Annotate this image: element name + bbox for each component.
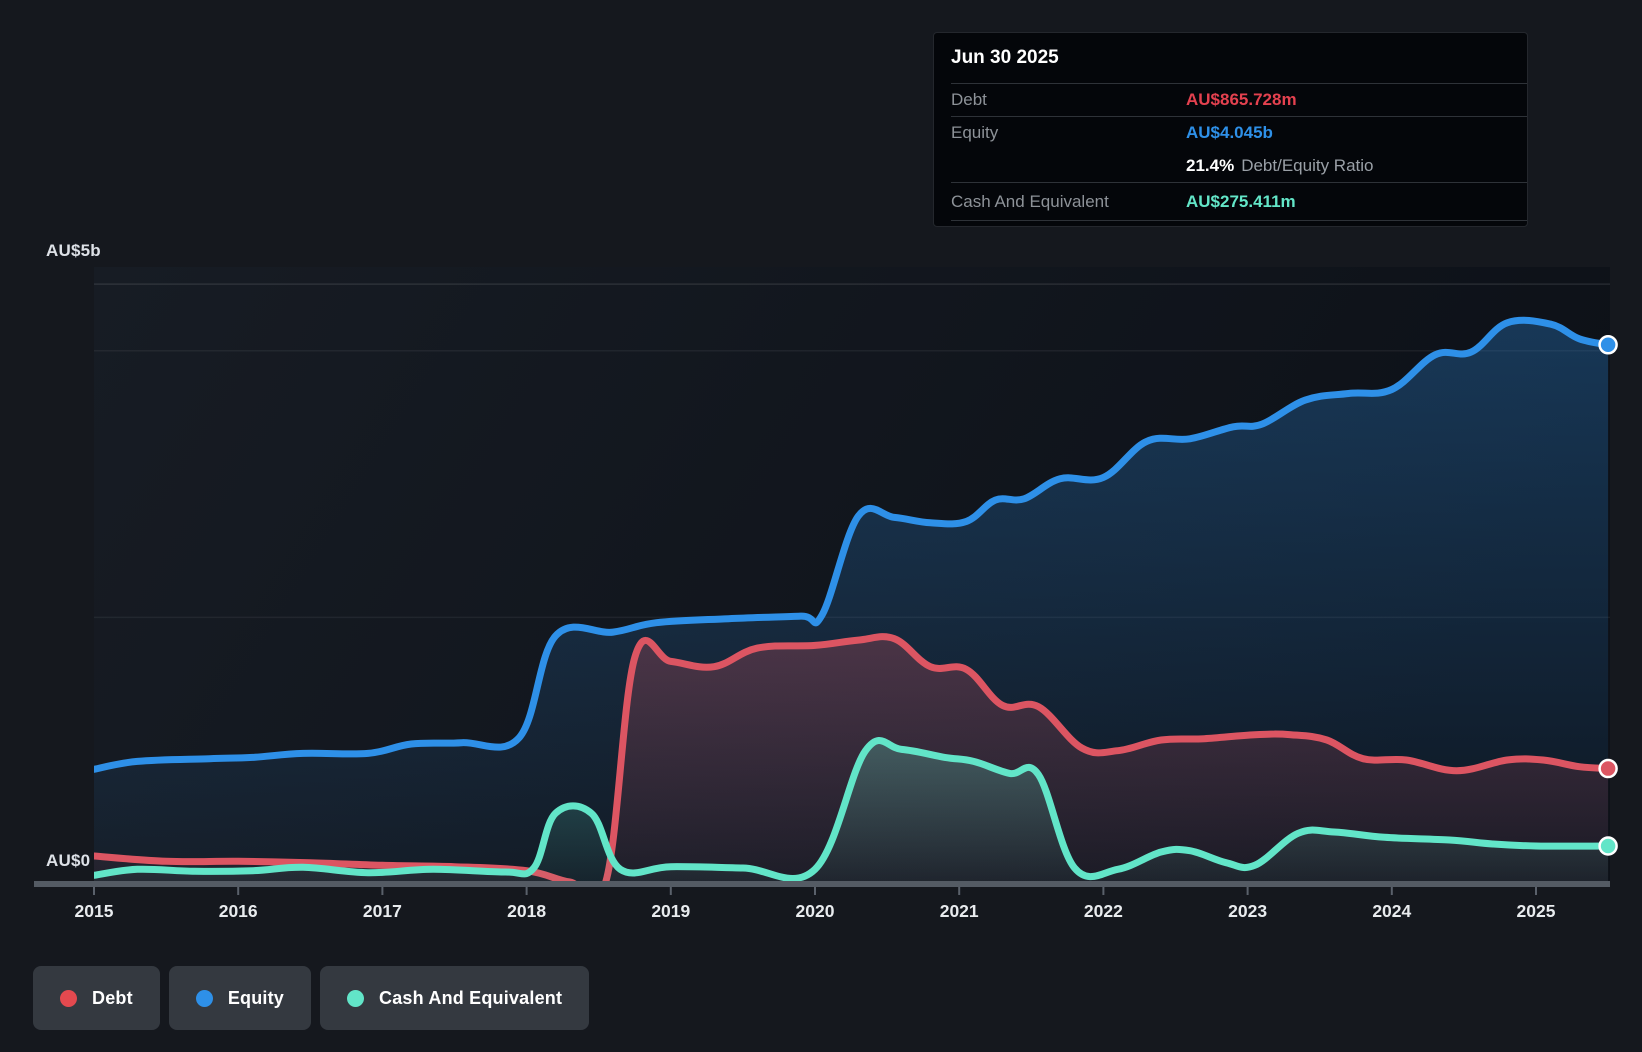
tooltip: Jun 30 2025 Debt AU$865.728m Equity AU$4…: [933, 32, 1528, 227]
y-axis-label-zero: AU$0: [46, 851, 91, 870]
legend-item-equity[interactable]: Equity: [168, 966, 312, 1030]
legend-item-label: Cash And Equivalent: [379, 987, 563, 1008]
debt-dot-icon: [60, 989, 77, 1007]
x-axis-tick-label: 2019: [651, 901, 690, 921]
tooltip-debt-row: Debt AU$865.728m: [951, 83, 1527, 116]
tooltip-debt-value: AU$865.728m: [1186, 90, 1297, 109]
tooltip-cash-row: Cash And Equivalent AU$275.411m: [951, 182, 1527, 221]
legend-item-cash-and-equivalent[interactable]: Cash And Equivalent: [320, 966, 590, 1030]
tooltip-debt-label: Debt: [951, 90, 987, 109]
series-area-cash-and-equivalent: [94, 740, 1609, 884]
tooltip-cash-value: AU$275.411m: [1186, 191, 1296, 211]
x-axis-tick-label: 2022: [1084, 901, 1123, 921]
tooltip-equity-value: AU$4.045b: [1186, 123, 1273, 142]
series-line-equity: [94, 316, 1610, 773]
end-marker-cash-and-equivalent-icon: [1598, 836, 1618, 856]
series-line-cash-and-equivalent: [94, 737, 1610, 882]
tooltip-cash-label: Cash And Equivalent: [951, 191, 1109, 211]
x-axis-tick-label: 2023: [1228, 901, 1267, 921]
x-axis-tick-label: 2015: [75, 901, 114, 921]
x-axis-tick-label: 2017: [363, 901, 402, 921]
legend-item-label: Equity: [227, 987, 285, 1008]
x-axis-tick-label: 2016: [219, 901, 258, 921]
x-axis-tick-label: 2025: [1517, 901, 1556, 921]
equity-dot-icon: [195, 989, 213, 1007]
x-axis-tick-label: 2021: [940, 901, 979, 921]
legend: Debt Equity Cash And Equivalent: [33, 966, 590, 1030]
tooltip-equity-row: Equity AU$4.045b: [951, 116, 1527, 149]
x-axis-tick-label: 2020: [796, 901, 835, 921]
cash-and-equivalent-dot-icon: [347, 989, 365, 1007]
legend-item-debt[interactable]: Debt: [33, 966, 160, 1030]
series-area-debt: [94, 636, 1609, 884]
tooltip-equity-label: Equity: [951, 123, 999, 142]
tooltip-date: Jun 30 2025: [951, 47, 1059, 68]
end-marker-equity-icon: [1598, 335, 1618, 355]
y-axis-label-top: AU$5b: [46, 241, 101, 260]
tooltip-ratio-row: 21.4% Debt/Equity Ratio: [951, 149, 1527, 182]
x-axis-tick-label: 2018: [507, 901, 546, 921]
tooltip-ratio-label: Debt/Equity Ratio: [1241, 155, 1374, 175]
end-marker-debt-icon: [1598, 758, 1618, 779]
legend-item-label: Debt: [92, 987, 133, 1008]
tooltip-ratio-value: 21.4%: [1186, 155, 1235, 175]
x-axis-tick-label: 2024: [1372, 901, 1411, 921]
